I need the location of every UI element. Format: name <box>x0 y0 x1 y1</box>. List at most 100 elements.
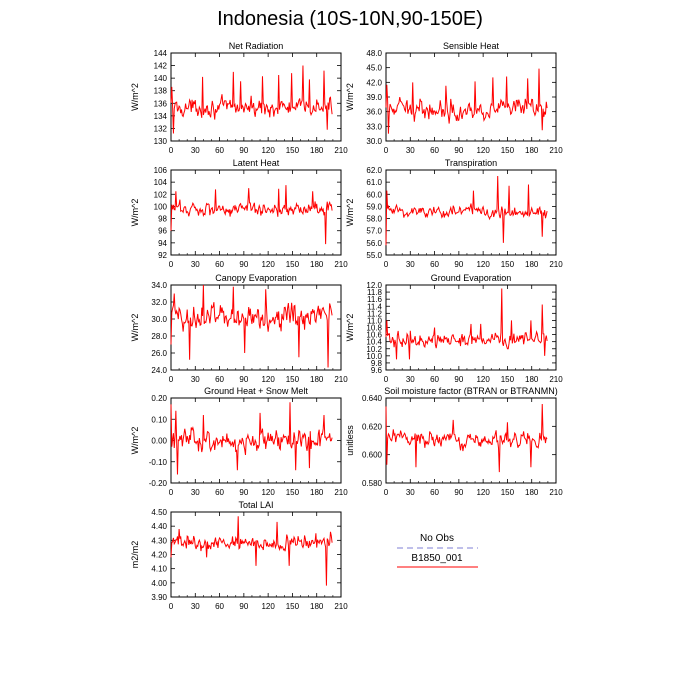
legend-label-b1850-001: B1850_001 <box>411 553 463 564</box>
x-tick-label: 30 <box>406 375 415 384</box>
chart-panel: Ground Evaporation W/m^2 0 30 60 90 120 150 180 2… <box>345 273 563 384</box>
y-axis-label: W/m^2 <box>130 427 140 455</box>
y-tick-label: 9.8 <box>371 359 383 368</box>
series-line-b1850-001 <box>170 65 333 134</box>
x-tick-label: 90 <box>239 488 248 497</box>
chart-panel: Total LAI m2/m2 0 30 60 90 120 150 180 210 3.90 4.0… <box>130 500 348 611</box>
x-tick-label: 0 <box>169 602 174 611</box>
y-tick-label: 62.0 <box>366 166 382 175</box>
x-tick-label: 120 <box>261 260 275 269</box>
y-tick-label: 140 <box>154 74 168 83</box>
y-tick-label: 130 <box>154 137 168 146</box>
x-tick-label: 90 <box>454 375 463 384</box>
x-tick-label: 210 <box>549 260 563 269</box>
x-tick-label: 60 <box>215 488 224 497</box>
x-tick-label: 0 <box>169 260 174 269</box>
y-tick-label: 142 <box>154 62 168 71</box>
x-tick-label: 60 <box>430 375 439 384</box>
x-tick-label: 120 <box>261 146 275 155</box>
x-tick-label: 90 <box>239 375 248 384</box>
y-tick-label: 12.0 <box>366 281 382 290</box>
y-axis-label: W/m^2 <box>130 83 140 111</box>
series-line-b1850-001 <box>170 402 333 475</box>
y-tick-label: 10.0 <box>366 352 382 361</box>
y-tick-label: 0.640 <box>362 394 383 403</box>
y-tick-label: 45.0 <box>366 64 382 73</box>
y-tick-label: 34.0 <box>151 281 167 290</box>
y-tick-label: 0.00 <box>151 437 167 446</box>
y-tick-label: 11.6 <box>367 295 383 304</box>
y-tick-label: 96 <box>158 227 167 236</box>
y-tick-label: 138 <box>154 87 168 96</box>
x-tick-label: 90 <box>454 146 463 155</box>
y-tick-label: 100 <box>154 202 168 211</box>
x-tick-label: 120 <box>476 375 490 384</box>
y-tick-label: 4.10 <box>151 565 167 574</box>
y-tick-label: 33.0 <box>366 122 382 131</box>
plot-frame <box>170 169 342 256</box>
series-line-b1850-001 <box>170 284 333 368</box>
y-tick-label: 144 <box>154 49 168 58</box>
x-tick-label: 120 <box>261 375 275 384</box>
x-tick-label: 150 <box>286 146 300 155</box>
y-tick-label: 10.2 <box>366 345 382 354</box>
x-tick-label: 30 <box>191 375 200 384</box>
y-tick-label: 102 <box>154 190 168 199</box>
series-line-b1850-001 <box>170 185 333 245</box>
y-tick-label: 0.20 <box>151 394 167 403</box>
panel-title: Net Radiation <box>229 41 284 51</box>
y-tick-label: 10.4 <box>366 338 382 347</box>
chart-panel: Latent Heat W/m^2 0 30 60 90 120 150 180 210 92 94 9… <box>130 158 348 269</box>
y-tick-label: 32.0 <box>151 298 167 307</box>
x-tick-label: 0 <box>169 146 174 155</box>
y-tick-label: 4.40 <box>151 522 167 531</box>
panel-title: Sensible Heat <box>443 41 500 51</box>
x-tick-label: 30 <box>191 602 200 611</box>
y-tick-label: 42.0 <box>366 78 382 87</box>
x-tick-label: 60 <box>430 146 439 155</box>
panel-title: Latent Heat <box>233 158 280 168</box>
x-tick-label: 210 <box>549 488 563 497</box>
y-tick-label: 0.580 <box>362 479 383 488</box>
x-tick-label: 210 <box>334 488 348 497</box>
y-tick-label: 58.0 <box>366 215 382 224</box>
y-axis-label: W/m^2 <box>345 199 355 227</box>
x-tick-label: 60 <box>215 146 224 155</box>
legend-label-no-obs: No Obs <box>420 533 454 544</box>
y-tick-label: 10.8 <box>366 324 382 333</box>
x-tick-label: 0 <box>384 488 389 497</box>
y-tick-label: 11.8 <box>367 288 383 297</box>
x-tick-label: 150 <box>286 602 300 611</box>
x-tick-label: 150 <box>286 488 300 497</box>
x-tick-label: 90 <box>454 488 463 497</box>
x-tick-label: 60 <box>215 602 224 611</box>
x-tick-label: 0 <box>384 260 389 269</box>
y-tick-label: 11.0 <box>367 316 383 325</box>
legend: No Obs B1850_001 <box>397 533 478 568</box>
x-tick-label: 210 <box>549 146 563 155</box>
x-tick-label: 30 <box>191 488 200 497</box>
x-tick-label: 150 <box>501 375 515 384</box>
x-tick-label: 120 <box>261 602 275 611</box>
panel-title: Transpiration <box>445 158 497 168</box>
series-line-b1850-001 <box>385 176 548 246</box>
panel-title: Ground Evaporation <box>431 273 512 283</box>
series-line-b1850-001 <box>385 404 548 473</box>
x-tick-label: 150 <box>286 375 300 384</box>
panel-title: Ground Heat + Snow Melt <box>204 386 308 396</box>
x-tick-label: 150 <box>286 260 300 269</box>
x-tick-label: 210 <box>549 375 563 384</box>
plot-frame <box>170 397 342 484</box>
x-tick-label: 180 <box>525 375 539 384</box>
y-tick-label: 134 <box>154 112 168 121</box>
x-tick-label: 30 <box>406 260 415 269</box>
y-tick-label: 98 <box>158 215 167 224</box>
y-axis-label: W/m^2 <box>130 314 140 342</box>
x-tick-label: 0 <box>169 488 174 497</box>
x-tick-label: 120 <box>476 146 490 155</box>
y-tick-label: 24.0 <box>151 366 167 375</box>
chart-panel: Transpiration W/m^2 0 30 60 90 120 150 180 210 55.… <box>345 158 563 269</box>
x-tick-label: 180 <box>310 602 324 611</box>
x-tick-label: 30 <box>406 488 415 497</box>
